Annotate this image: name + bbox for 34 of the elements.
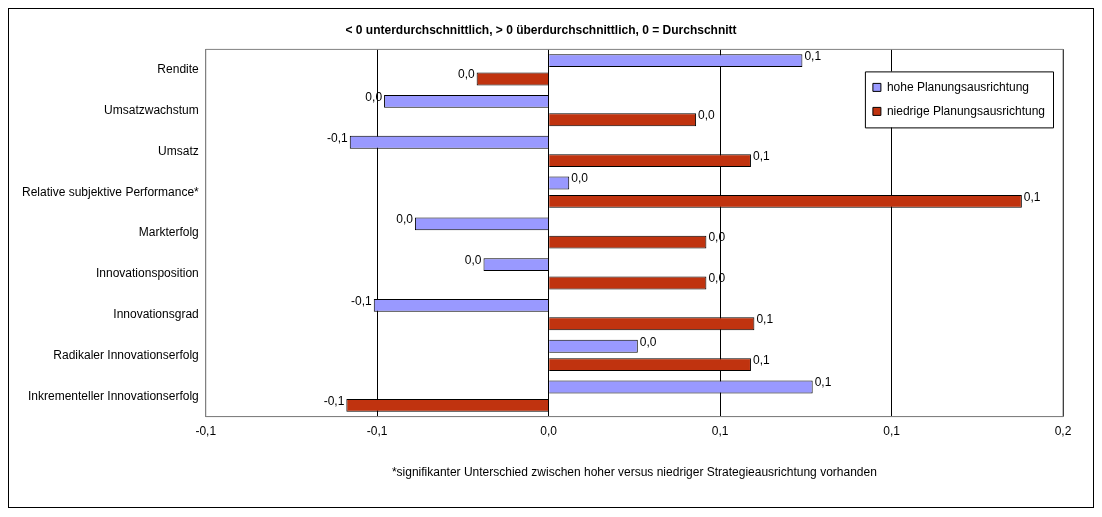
data-label: 0,1 bbox=[814, 375, 832, 390]
x-tick-label: 0,0 bbox=[540, 424, 558, 439]
data-label: 0,0 bbox=[571, 171, 589, 186]
data-label: -0,1 bbox=[351, 293, 373, 308]
x-tick-label: 0,2 bbox=[1054, 424, 1072, 439]
legend-label: niedrige Planungsausrichtung bbox=[886, 103, 1045, 118]
data-label: 0,0 bbox=[698, 108, 716, 123]
data-label: 0,0 bbox=[457, 67, 475, 82]
y-tick-label: Radikaler Innovationserfolg bbox=[53, 347, 199, 362]
data-label: 0,0 bbox=[464, 252, 482, 267]
y-tick-label: Rendite bbox=[157, 62, 200, 77]
data-label: 0,1 bbox=[752, 148, 770, 163]
data-label: 0,0 bbox=[639, 334, 657, 349]
x-tick-label: 0,1 bbox=[711, 424, 729, 439]
data-label: 0,0 bbox=[396, 212, 414, 227]
data-label: 0,1 bbox=[1023, 189, 1041, 204]
data-label: 0,1 bbox=[756, 312, 774, 327]
y-tick-label: Inkrementeller Innovationserfolg bbox=[27, 388, 199, 403]
y-tick-label: Umsatzwachstum bbox=[104, 102, 199, 117]
data-label: 0,1 bbox=[804, 48, 822, 63]
chart-title: < 0 unterdurchschnittlich, > 0 überdurchschnittlich, 0 = Durchschnitt bbox=[345, 22, 737, 37]
legend-label: hohe Planungsausrichtung bbox=[886, 79, 1029, 94]
data-label: 0,1 bbox=[752, 352, 770, 367]
data-label: -0,1 bbox=[323, 393, 345, 408]
y-tick-label: Innovationsposition bbox=[96, 266, 199, 281]
y-tick-label: Relative subjektive Performance* bbox=[22, 184, 200, 199]
y-tick-label: Umsatz bbox=[158, 143, 199, 158]
x-tick-label: 0,1 bbox=[883, 424, 901, 439]
x-tick-label: -0,1 bbox=[366, 424, 388, 439]
data-label: -0,1 bbox=[327, 130, 349, 145]
text: *signifikanter Unterschied zwischen hoher versus niedriger Strategieausrichtung vorhanden bbox=[391, 464, 877, 479]
y-tick-label: Innovationsgrad bbox=[113, 306, 199, 321]
y-tick-label: Markterfolg bbox=[138, 225, 199, 240]
x-tick-label: -0,1 bbox=[195, 424, 217, 439]
